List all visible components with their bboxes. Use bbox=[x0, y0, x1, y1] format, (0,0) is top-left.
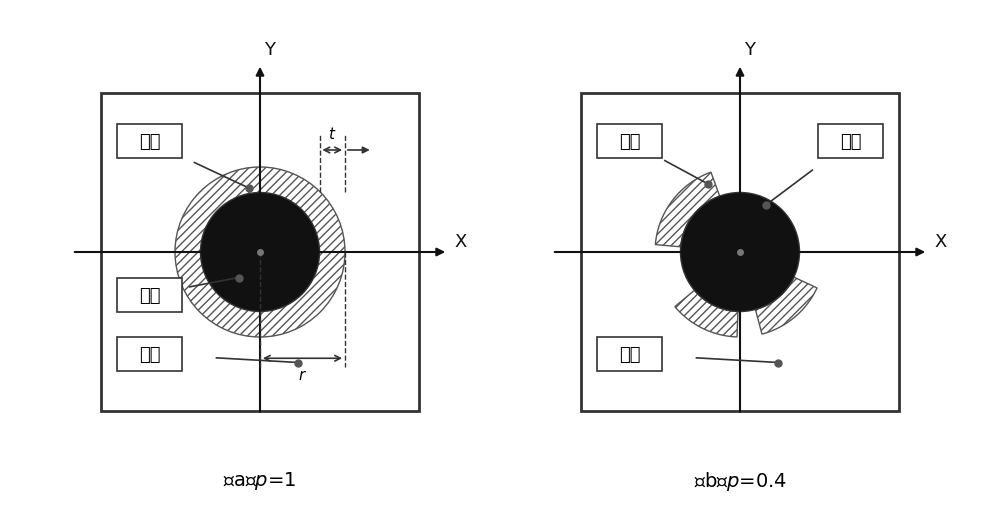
Text: X: X bbox=[454, 232, 467, 250]
FancyBboxPatch shape bbox=[117, 337, 182, 371]
Text: Y: Y bbox=[744, 40, 755, 59]
Text: $t$: $t$ bbox=[328, 126, 336, 142]
FancyBboxPatch shape bbox=[117, 278, 182, 312]
Text: 基体: 基体 bbox=[619, 345, 640, 363]
Text: 间隙: 间隙 bbox=[139, 133, 160, 151]
FancyBboxPatch shape bbox=[597, 337, 662, 371]
Circle shape bbox=[175, 168, 345, 337]
Circle shape bbox=[200, 193, 320, 312]
Polygon shape bbox=[675, 291, 738, 337]
Polygon shape bbox=[655, 173, 720, 247]
Polygon shape bbox=[755, 278, 817, 334]
FancyBboxPatch shape bbox=[818, 125, 883, 159]
Text: 基体: 基体 bbox=[139, 345, 160, 363]
Text: 纤维: 纤维 bbox=[139, 286, 160, 304]
Text: 间隙: 间隙 bbox=[619, 133, 640, 151]
Text: （a）$p$=1: （a）$p$=1 bbox=[223, 469, 297, 491]
Circle shape bbox=[680, 193, 800, 312]
Text: 纤维: 纤维 bbox=[840, 133, 861, 151]
Text: X: X bbox=[934, 232, 947, 250]
FancyBboxPatch shape bbox=[117, 125, 182, 159]
Text: $r$: $r$ bbox=[298, 367, 307, 382]
FancyBboxPatch shape bbox=[597, 125, 662, 159]
Text: （b）$p$=0.4: （b）$p$=0.4 bbox=[694, 469, 786, 492]
Text: Y: Y bbox=[264, 40, 275, 59]
